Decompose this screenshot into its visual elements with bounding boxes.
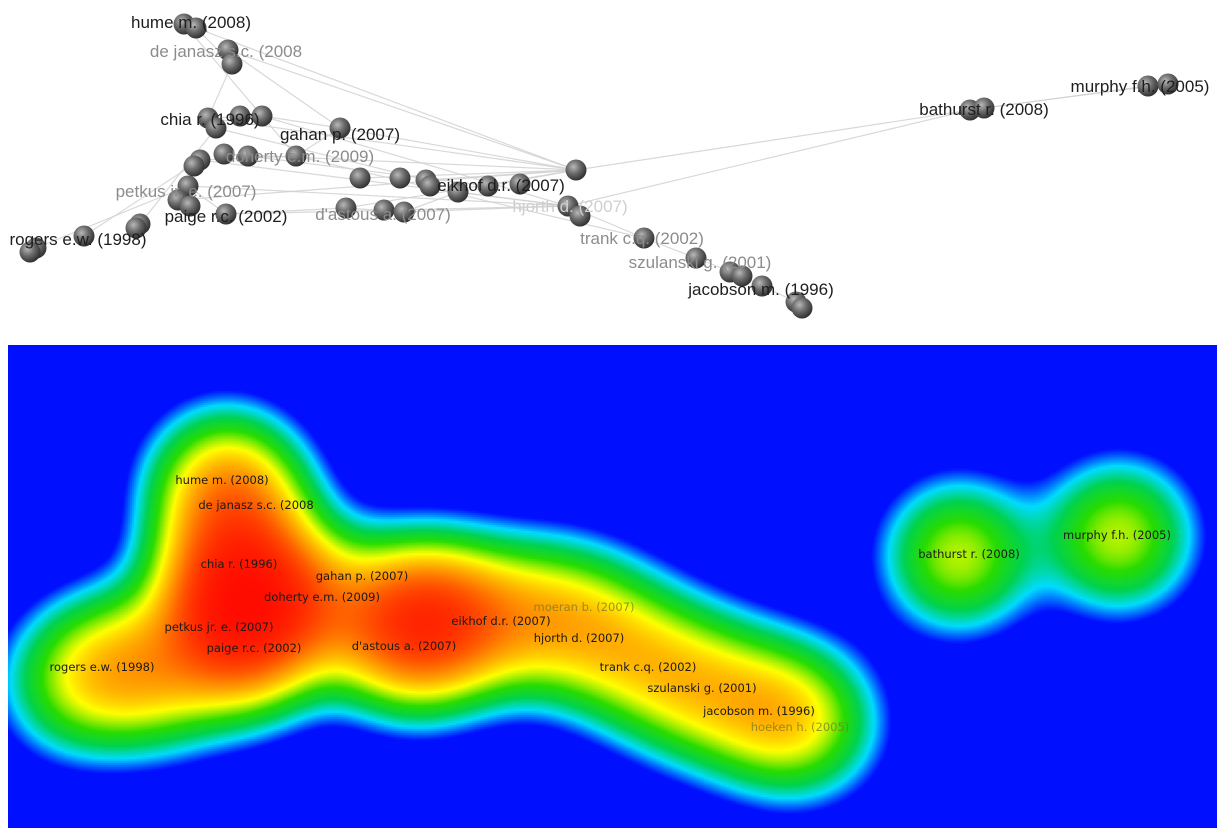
- network-node[interactable]: [213, 143, 235, 165]
- network-node[interactable]: [393, 201, 415, 223]
- network-node[interactable]: [125, 217, 147, 239]
- network-edge: [567, 109, 971, 207]
- density-heatmap: [8, 345, 1217, 828]
- network-node[interactable]: [419, 175, 441, 197]
- network-node[interactable]: [237, 145, 259, 167]
- network-edge: [183, 23, 297, 157]
- density-label-moeran[interactable]: moeran b. (2007): [533, 600, 635, 614]
- network-node[interactable]: [477, 175, 499, 197]
- network-visualization[interactable]: hume m. (2008) de janasz s.c. (2008 chia r…: [0, 0, 1217, 340]
- network-node[interactable]: [73, 225, 95, 247]
- density-label-hume[interactable]: hume m. (2008): [175, 473, 269, 487]
- density-label-eikhof[interactable]: eikhof d.r. (2007): [451, 614, 551, 628]
- network-label-murphy[interactable]: murphy f.h. (2005): [1071, 77, 1210, 96]
- network-label-chia[interactable]: chia r. (1996): [160, 110, 259, 129]
- network-node[interactable]: [373, 199, 395, 221]
- density-label-chia[interactable]: chia r. (1996): [200, 557, 278, 571]
- density-label-hoeken[interactable]: hoeken h. (2005): [750, 720, 850, 734]
- density-label-dastous[interactable]: d'astous a. (2007): [351, 639, 457, 653]
- network-node[interactable]: [751, 275, 773, 297]
- network-nodes: [19, 13, 1179, 319]
- density-label-jacobson[interactable]: jacobson m. (1996): [703, 704, 815, 718]
- network-edge: [425, 169, 577, 181]
- network-edge: [403, 205, 569, 213]
- network-node[interactable]: [215, 203, 237, 225]
- network-label-szulanski[interactable]: szulanski g. (2001): [629, 253, 772, 272]
- density-label-gahan[interactable]: gahan p. (2007): [315, 569, 409, 583]
- network-edge: [457, 191, 569, 207]
- network-label-eikhof[interactable]: eikhof d.r. (2007): [437, 176, 565, 195]
- network-node[interactable]: [731, 265, 753, 287]
- network-node[interactable]: [285, 145, 307, 167]
- network-label-dejanasz[interactable]: de janasz s.c. (2008: [150, 42, 302, 61]
- network-node[interactable]: [205, 117, 227, 139]
- network-label-hjorth[interactable]: hjorth d. (2007): [512, 197, 627, 216]
- network-edge: [261, 115, 341, 129]
- network-edge: [969, 85, 1149, 111]
- network-edge: [225, 207, 347, 215]
- density-label-dejanasz[interactable]: de janasz s.c. (2008: [198, 498, 314, 512]
- network-node[interactable]: [229, 105, 251, 127]
- network-node[interactable]: [251, 105, 273, 127]
- network-edge: [339, 127, 577, 171]
- network-node[interactable]: [633, 227, 655, 249]
- network-label-doherty[interactable]: doherty e.m. (2009): [226, 147, 374, 166]
- network-label-jacobson[interactable]: jacobson m. (1996): [687, 280, 834, 299]
- network-edge: [195, 27, 577, 171]
- density-labels: hume m. (2008) de janasz s.c. (2008 chia r…: [8, 345, 1217, 828]
- density-label-trank[interactable]: trank c.q. (2002): [599, 660, 697, 674]
- network-node[interactable]: [349, 167, 371, 189]
- network-node[interactable]: [221, 53, 243, 75]
- density-label-hjorth[interactable]: hjorth d. (2007): [533, 631, 625, 645]
- density-label-doherty[interactable]: doherty e.m. (2009): [264, 590, 380, 604]
- network-node[interactable]: [179, 195, 201, 217]
- network-label-rogers[interactable]: rogers e.w. (1998): [9, 230, 146, 249]
- network-edge: [207, 117, 577, 171]
- density-label-szulanski[interactable]: szulanski g. (2001): [647, 681, 757, 695]
- network-node[interactable]: [569, 205, 591, 227]
- network-labels: hume m. (2008) de janasz s.c. (2008 chia r…: [9, 13, 1209, 299]
- density-label-bathurst[interactable]: bathurst r. (2008): [918, 547, 1020, 561]
- network-label-dastous[interactable]: d'astous a. (2007): [315, 205, 451, 224]
- network-node[interactable]: [19, 241, 41, 263]
- network-label-hume[interactable]: hume m. (2008): [131, 13, 251, 32]
- network-node[interactable]: [565, 159, 587, 181]
- network-edge: [227, 49, 577, 171]
- density-visualization[interactable]: hume m. (2008) de janasz s.c. (2008 chia r…: [8, 345, 1217, 828]
- density-label-murphy[interactable]: murphy f.h. (2005): [1063, 528, 1171, 542]
- network-label-gahan[interactable]: gahan p. (2007): [280, 125, 400, 144]
- network-edge: [215, 127, 427, 181]
- network-label-bathurst[interactable]: bathurst r. (2008): [919, 100, 1048, 119]
- network-node[interactable]: [1137, 75, 1159, 97]
- density-label-rogers[interactable]: rogers e.w. (1998): [49, 660, 155, 674]
- network-node[interactable]: [509, 173, 531, 195]
- network-edge: [487, 169, 577, 187]
- network-label-paige[interactable]: paige r.c. (2002): [165, 207, 288, 226]
- network-node[interactable]: [1157, 73, 1179, 95]
- network-node[interactable]: [329, 117, 351, 139]
- network-edge: [139, 127, 217, 225]
- network-node[interactable]: [791, 297, 813, 319]
- network-node[interactable]: [183, 155, 205, 177]
- network-node[interactable]: [685, 247, 707, 269]
- network-node[interactable]: [335, 197, 357, 219]
- network-node[interactable]: [389, 167, 411, 189]
- network-node[interactable]: [447, 181, 469, 203]
- network-node[interactable]: [973, 97, 995, 119]
- network-label-trank[interactable]: trank c.q. (2002): [580, 229, 704, 248]
- network-label-petkus[interactable]: petkus jr. e. (2007): [116, 182, 257, 201]
- network-edge: [575, 107, 985, 171]
- density-label-paige[interactable]: paige r.c. (2002): [206, 641, 302, 655]
- density-label-petkus[interactable]: petkus jr. e. (2007): [164, 620, 274, 634]
- network-edge: [227, 49, 341, 129]
- network-node[interactable]: [185, 17, 207, 39]
- network-edge: [187, 185, 569, 207]
